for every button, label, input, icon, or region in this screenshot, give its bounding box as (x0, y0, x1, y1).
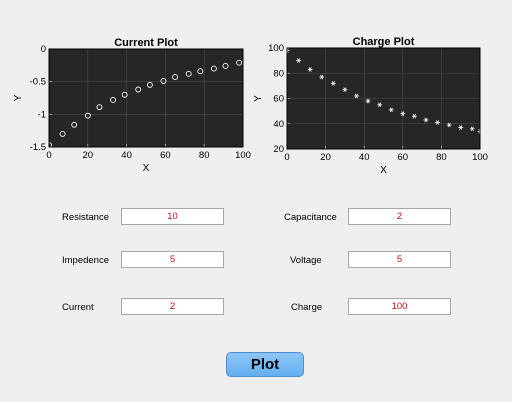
current-plot-xlabel: X (143, 163, 150, 174)
charge-plot-point (435, 120, 440, 125)
impedence-label: Impedence (62, 255, 110, 266)
charge-plot-xtick-label: 0 (284, 152, 289, 163)
charge-plot-point (354, 93, 359, 99)
current-plot-svg: 0 20 40 60 80 100 0 -0.5 -1 -1.5 Current Plot X Y (13, 37, 251, 174)
charge-plot-xtick-label: 40 (359, 152, 370, 163)
charge-plot-xtick-label: 100 (472, 152, 488, 163)
charge-plot-point (446, 122, 452, 128)
current-plot-point (59, 130, 66, 137)
current-plot-ytick-label: -0.5 (30, 77, 46, 88)
charge-plot-title: Charge Plot (353, 36, 415, 48)
charge-field[interactable] (348, 298, 451, 315)
current-plot-point (197, 68, 204, 75)
charge-plot-ytick-label: 40 (273, 119, 284, 130)
current-plot-point (84, 112, 91, 119)
current-plot-point (96, 104, 103, 111)
current-plot-point (236, 59, 243, 66)
current-plot-ytick-label: -1 (38, 109, 46, 120)
charge-plot-point (377, 102, 383, 108)
voltage-label: Voltage (290, 255, 322, 266)
current-plot: 0 20 40 60 80 100 0 -0.5 -1 -1.5 Current Plot X Y (0, 30, 256, 180)
impedence-field[interactable] (121, 251, 224, 268)
charge-plot-point (411, 113, 417, 119)
current-label: Current (62, 302, 94, 313)
charge-plot-point (319, 74, 325, 80)
current-plot-point (160, 78, 167, 84)
current-plot-title: Current Plot (114, 37, 178, 49)
charge-plot-point (307, 67, 313, 72)
current-plot-point (172, 74, 179, 81)
current-plot-point (210, 65, 217, 72)
current-plot-ytick-label: 0 (41, 44, 46, 55)
current-plot-xtick-label: 80 (199, 150, 210, 161)
charge-plot-point (423, 117, 429, 123)
plot-button[interactable]: Plot (226, 352, 304, 377)
current-plot-xtick-label: 100 (235, 150, 251, 161)
current-field[interactable] (121, 298, 224, 315)
charge-label: Charge (291, 302, 323, 313)
charge-plot-point (330, 81, 336, 86)
charge-plot-ytick-label: 60 (273, 94, 284, 105)
current-plot-point (121, 91, 128, 98)
current-plot-point (222, 63, 229, 69)
current-plot-point (185, 70, 192, 77)
charge-plot-point (388, 107, 394, 113)
current-plot-point (110, 97, 116, 103)
current-plot-axes-border (48, 48, 244, 148)
current-plot-ytick-label: -1.5 (30, 142, 46, 153)
voltage-field[interactable] (348, 251, 451, 268)
charge-plot-point (342, 87, 348, 92)
current-plot-point (71, 121, 78, 128)
charge-plot-point (400, 111, 406, 116)
current-plot-xtick-label: 40 (121, 150, 132, 161)
charge-plot-point (296, 58, 301, 63)
capacitance-label: Capacitance (284, 212, 337, 223)
charge-plot-ytick-label: 100 (268, 43, 284, 54)
charge-plot-point (458, 125, 464, 130)
charge-plot-xlabel: X (380, 165, 387, 176)
charge-plot-axes-border (286, 47, 481, 150)
charge-plot-ytick-label: 20 (273, 144, 284, 155)
current-plot-ylabel: Y (13, 94, 24, 101)
charge-plot-xtick-label: 60 (398, 152, 409, 163)
current-plot-xtick-label: 0 (46, 150, 51, 161)
resistance-field[interactable] (121, 208, 224, 225)
charge-plot-ylabel: Y (253, 95, 264, 102)
current-plot-xtick-label: 60 (160, 150, 171, 161)
charge-plot-xtick-label: 80 (436, 152, 447, 163)
charge-plot-point (469, 126, 475, 132)
charge-plot-xtick-label: 20 (320, 152, 331, 163)
charge-plot-point (365, 98, 371, 104)
current-plot-point (146, 81, 153, 88)
current-plot-axes (48, 48, 244, 148)
capacitance-field[interactable] (348, 208, 451, 225)
charge-plot: 0 20 40 60 80 100 100 80 60 40 20 Charge Plot X Y (253, 30, 512, 180)
charge-plot-ytick-label: 80 (273, 68, 284, 79)
current-plot-point (135, 86, 142, 93)
current-plot-xtick-label: 20 (83, 150, 94, 161)
resistance-label: Resistance (62, 212, 109, 223)
